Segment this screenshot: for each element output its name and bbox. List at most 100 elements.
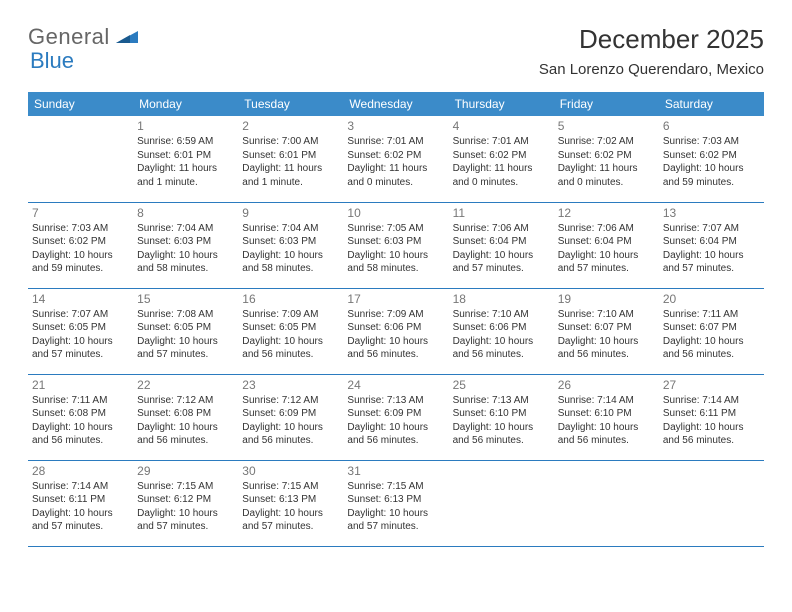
header: General December 2025 San Lorenzo Queren… xyxy=(28,24,764,78)
sunrise-text: Sunrise: 7:10 AM xyxy=(453,308,550,322)
day-number: 9 xyxy=(242,206,339,220)
day-header-row: Sunday Monday Tuesday Wednesday Thursday… xyxy=(28,92,764,116)
day-cell: 9 Sunrise: 7:04 AMSunset: 6:03 PMDaylight… xyxy=(238,202,343,288)
day-info: Sunrise: 7:03 AMSunset: 6:02 PMDaylight:… xyxy=(663,135,760,189)
daylight-text: Daylight: 10 hours and 57 minutes. xyxy=(347,507,444,534)
sunrise-text: Sunrise: 7:06 AM xyxy=(453,222,550,236)
day-cell: 18Sunrise: 7:10 AMSunset: 6:06 PMDayligh… xyxy=(449,288,554,374)
day-number: 22 xyxy=(137,378,234,392)
day-header: Friday xyxy=(554,92,659,116)
brand-name-part2-wrap: Blue xyxy=(28,48,74,74)
day-cell: 14 Sunrise: 7:07 AMSunset: 6:05 PMDayligh… xyxy=(28,288,133,374)
week-row: 28Sunrise: 7:14 AMSunset: 6:11 PMDayligh… xyxy=(28,460,764,546)
day-number: 13 xyxy=(663,206,760,220)
daylight-text: Daylight: 10 hours and 56 minutes. xyxy=(347,335,444,362)
day-cell: 4Sunrise: 7:01 AMSunset: 6:02 PMDaylight… xyxy=(449,116,554,202)
day-number: 10 xyxy=(347,206,444,220)
day-info: Sunrise: 7:14 AMSunset: 6:11 PMDaylight:… xyxy=(663,394,760,448)
day-header: Tuesday xyxy=(238,92,343,116)
day-number: 21 xyxy=(32,378,129,392)
brand-name-part2: Blue xyxy=(30,48,74,73)
day-cell: 2Sunrise: 7:00 AMSunset: 6:01 PMDaylight… xyxy=(238,116,343,202)
daylight-text: Daylight: 10 hours and 56 minutes. xyxy=(663,335,760,362)
day-cell: 10Sunrise: 7:05 AMSunset: 6:03 PMDayligh… xyxy=(343,202,448,288)
day-number: 3 xyxy=(347,119,444,133)
day-info: Sunrise: 7:07 AMSunset: 6:05 PMDaylight:… xyxy=(32,308,129,362)
day-cell: 17Sunrise: 7:09 AMSunset: 6:06 PMDayligh… xyxy=(343,288,448,374)
day-cell: 29Sunrise: 7:15 AMSunset: 6:12 PMDayligh… xyxy=(133,460,238,546)
daylight-text: Daylight: 10 hours and 56 minutes. xyxy=(242,421,339,448)
day-cell: 16Sunrise: 7:09 AMSunset: 6:05 PMDayligh… xyxy=(238,288,343,374)
sunrise-text: Sunrise: 7:09 AM xyxy=(242,308,339,322)
day-info: Sunrise: 7:15 AMSunset: 6:13 PMDaylight:… xyxy=(347,480,444,534)
daylight-text: Daylight: 11 hours and 1 minute. xyxy=(137,162,234,189)
day-cell: 27Sunrise: 7:14 AMSunset: 6:11 PMDayligh… xyxy=(659,374,764,460)
daylight-text: Daylight: 10 hours and 56 minutes. xyxy=(32,421,129,448)
brand-name-part1: General xyxy=(28,24,110,50)
day-info: Sunrise: 7:00 AMSunset: 6:01 PMDaylight:… xyxy=(242,135,339,189)
day-number: 8 xyxy=(137,206,234,220)
day-cell xyxy=(28,116,133,202)
sunset-text: Sunset: 6:04 PM xyxy=(558,235,655,249)
sunset-text: Sunset: 6:05 PM xyxy=(242,321,339,335)
sunrise-text: Sunrise: 7:11 AM xyxy=(663,308,760,322)
day-info: Sunrise: 7:01 AMSunset: 6:02 PMDaylight:… xyxy=(347,135,444,189)
sunset-text: Sunset: 6:07 PM xyxy=(663,321,760,335)
brand-logo: General xyxy=(28,24,140,50)
day-cell: 3 Sunrise: 7:01 AMSunset: 6:02 PMDaylight… xyxy=(343,116,448,202)
sunset-text: Sunset: 6:02 PM xyxy=(347,149,444,163)
sunrise-text: Sunrise: 7:06 AM xyxy=(558,222,655,236)
week-row: 7 Sunrise: 7:03 AMSunset: 6:02 PM Daylight… xyxy=(28,202,764,288)
day-cell: 20Sunrise: 7:11 AMSunset: 6:07 PMDayligh… xyxy=(659,288,764,374)
day-number: 23 xyxy=(242,378,339,392)
day-number: 28 xyxy=(32,464,129,478)
day-cell: 31Sunrise: 7:15 AMSunset: 6:13 PMDayligh… xyxy=(343,460,448,546)
day-cell: 28Sunrise: 7:14 AMSunset: 6:11 PMDayligh… xyxy=(28,460,133,546)
daylight-text: Daylight: 11 hours and 0 minutes. xyxy=(347,162,444,189)
sunset-text: Sunset: 6:07 PM xyxy=(558,321,655,335)
day-cell: 1Sunrise: 6:59 AMSunset: 6:01 PMDaylight… xyxy=(133,116,238,202)
day-number: 6 xyxy=(663,119,760,133)
sunrise-text: Sunrise: 7:03 AM xyxy=(32,222,129,236)
sunset-text: Sunset: 6:04 PM xyxy=(453,235,550,249)
day-cell: 8 Sunrise: 7:04 AMSunset: 6:03 PMDaylight… xyxy=(133,202,238,288)
day-cell: 26 Sunrise: 7:14 AMSunset: 6:10 PMDayligh… xyxy=(554,374,659,460)
day-cell: 24Sunrise: 7:13 AMSunset: 6:09 PMDayligh… xyxy=(343,374,448,460)
day-info: Sunrise: 7:10 AMSunset: 6:07 PMDaylight:… xyxy=(558,308,655,362)
day-info: Sunrise: 7:14 AMSunset: 6:10 PMDaylight:… xyxy=(558,394,655,448)
day-cell: 15Sunrise: 7:08 AMSunset: 6:05 PMDayligh… xyxy=(133,288,238,374)
daylight-text: Daylight: 10 hours and 56 minutes. xyxy=(663,421,760,448)
day-number: 7 xyxy=(32,206,129,220)
sunset-text: Sunset: 6:05 PM xyxy=(32,321,129,335)
day-info: Sunrise: 7:13 AMSunset: 6:09 PMDaylight:… xyxy=(347,394,444,448)
sunrise-text: Sunrise: 7:14 AM xyxy=(32,480,129,494)
sunset-text: Sunset: 6:02 PM xyxy=(663,149,760,163)
brand-triangle-icon xyxy=(116,27,138,48)
day-info: Sunrise: 7:06 AMSunset: 6:04 PMDaylight:… xyxy=(558,222,655,276)
day-cell: 21Sunrise: 7:11 AMSunset: 6:08 PMDayligh… xyxy=(28,374,133,460)
sunset-text: Sunset: 6:02 PM xyxy=(32,235,129,249)
sunset-text: Sunset: 6:03 PM xyxy=(347,235,444,249)
sunrise-text: Sunrise: 7:15 AM xyxy=(347,480,444,494)
day-number: 25 xyxy=(453,378,550,392)
sunrise-text: Sunrise: 7:13 AM xyxy=(453,394,550,408)
day-number: 16 xyxy=(242,292,339,306)
day-info: Sunrise: 7:12 AMSunset: 6:09 PMDaylight:… xyxy=(242,394,339,448)
day-number: 14 xyxy=(32,292,129,306)
sunset-text: Sunset: 6:05 PM xyxy=(137,321,234,335)
sunrise-text: Sunrise: 7:04 AM xyxy=(137,222,234,236)
day-header: Wednesday xyxy=(343,92,448,116)
sunrise-text: Sunrise: 7:10 AM xyxy=(558,308,655,322)
day-header: Saturday xyxy=(659,92,764,116)
sunset-text: Sunset: 6:12 PM xyxy=(137,493,234,507)
sunset-text: Sunset: 6:03 PM xyxy=(137,235,234,249)
day-cell: 7Sunrise: 7:03 AMSunset: 6:02 PMDaylight… xyxy=(28,202,133,288)
sunset-text: Sunset: 6:04 PM xyxy=(663,235,760,249)
calendar-table: Sunday Monday Tuesday Wednesday Thursday… xyxy=(28,92,764,547)
daylight-text: Daylight: 10 hours and 58 minutes. xyxy=(137,249,234,276)
day-number: 15 xyxy=(137,292,234,306)
day-number: 26 xyxy=(558,378,655,392)
week-row: 21Sunrise: 7:11 AMSunset: 6:08 PMDayligh… xyxy=(28,374,764,460)
day-info: Sunrise: 7:04 AMSunset: 6:03 PMDaylight:… xyxy=(242,222,339,276)
day-cell: 25Sunrise: 7:13 AMSunset: 6:10 PMDayligh… xyxy=(449,374,554,460)
